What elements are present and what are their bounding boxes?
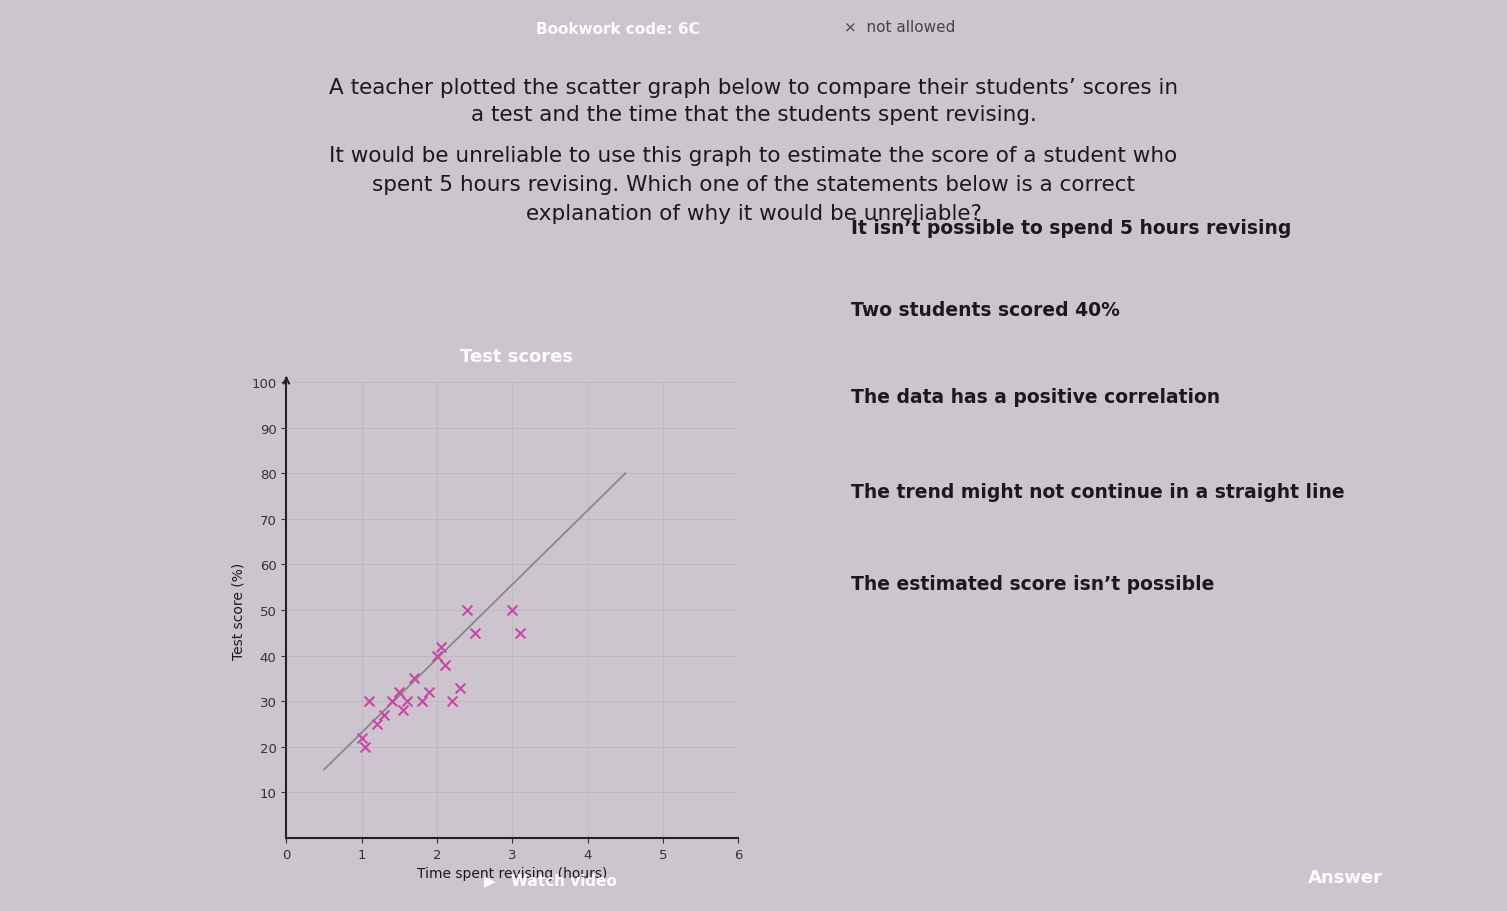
Y-axis label: Test score (%): Test score (%) [232, 562, 246, 659]
Point [390, 703, 414, 718]
Point [357, 694, 381, 709]
Point [372, 708, 396, 722]
Point [425, 649, 449, 663]
Text: spent 5 hours revising. Which one of the statements below is a correct: spent 5 hours revising. Which one of the… [372, 175, 1135, 195]
Point [353, 740, 377, 754]
Point [380, 694, 404, 709]
Point [440, 694, 464, 709]
Point [410, 694, 434, 709]
Point [428, 640, 452, 654]
Text: ▶ Watch video: ▶ Watch video [484, 873, 616, 887]
Text: The data has a positive correlation: The data has a positive correlation [851, 387, 1221, 406]
Text: It would be unreliable to use this graph to estimate the score of a student who: It would be unreliable to use this graph… [330, 146, 1177, 166]
Point [395, 694, 419, 709]
Point [463, 626, 487, 640]
Point [417, 685, 442, 700]
Text: Two students scored 40%: Two students scored 40% [851, 301, 1120, 320]
Text: explanation of why it would be unreliable?: explanation of why it would be unreliabl… [526, 204, 981, 224]
Text: The trend might not continue in a straight line: The trend might not continue in a straig… [851, 483, 1346, 502]
Point [402, 671, 426, 686]
Text: a test and the time that the students spent revising.: a test and the time that the students sp… [470, 105, 1037, 125]
Text: The estimated score isn’t possible: The estimated score isn’t possible [851, 574, 1215, 593]
Text: ⨯  not allowed: ⨯ not allowed [844, 20, 955, 35]
Text: It would be unreliable to use this graph to estimate the score of a student who: It would be unreliable to use this graph… [274, 146, 1233, 166]
Point [350, 731, 374, 745]
Point [387, 685, 411, 700]
Point [433, 658, 457, 672]
Point [448, 681, 472, 695]
Text: Answer: Answer [1308, 868, 1382, 885]
Point [508, 626, 532, 640]
X-axis label: Time spent revising (hours): Time spent revising (hours) [417, 866, 607, 880]
Text: It isn’t possible to spend 5 hours revising: It isn’t possible to spend 5 hours revis… [851, 219, 1291, 238]
Text: Bookwork code: 6C: Bookwork code: 6C [536, 22, 699, 37]
Text: Test scores: Test scores [460, 347, 573, 365]
Text: A teacher plotted the scatter graph below to compare their students’ scores in: A teacher plotted the scatter graph belo… [329, 77, 1178, 97]
Point [365, 717, 389, 732]
Point [500, 603, 524, 618]
Point [455, 603, 479, 618]
